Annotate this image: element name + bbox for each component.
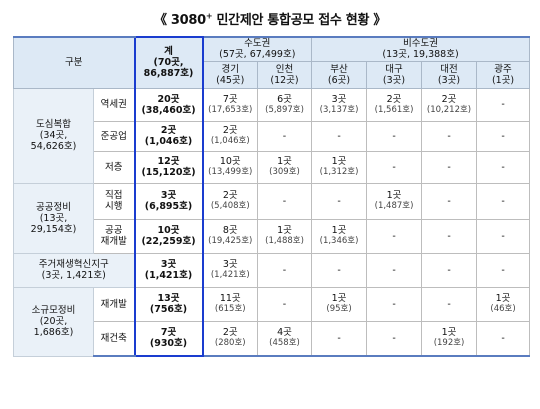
data-cell: - bbox=[476, 182, 531, 220]
region-gyeonggi: 경기 (45곳) bbox=[202, 60, 259, 89]
table-row: 소규모정비 (20곳, 1,686호) 재개발 13곳 (756호) 11곳 (615호… bbox=[13, 286, 531, 357]
table-row: 도심복합 (34곳, 54,626호) 역세권 20곳 (38,460호) 7곳 (17… bbox=[13, 87, 531, 184]
sub-label: 저층 bbox=[92, 150, 136, 184]
data-cell: - bbox=[257, 286, 313, 322]
status-table: 구분 계 (70곳, 86,887호) 수도권 (57곳, 67,499호) 비수도권… bbox=[12, 36, 531, 357]
data-cell: 2곳 (5,408호) bbox=[202, 182, 259, 220]
region-gwangju: 광주 (1곳) bbox=[476, 60, 531, 89]
data-cell: - bbox=[257, 120, 313, 152]
data-cell: - bbox=[421, 218, 478, 254]
region-daejeon: 대전 (3곳) bbox=[421, 60, 478, 89]
sub-label: 준공업 bbox=[92, 120, 136, 152]
data-cell: 1곳 (192호) bbox=[421, 320, 478, 357]
table-row: 준공업 2곳 (1,046호) 2곳 (1,046호) - - - - - bbox=[14, 120, 531, 152]
data-cell: - bbox=[366, 286, 423, 322]
total-cell: 13곳 (756호) bbox=[133, 286, 204, 322]
region-daegu: 대구 (3곳) bbox=[366, 60, 423, 89]
group-sogyu: 소규모정비 (20곳, 1,686호) bbox=[13, 286, 94, 357]
data-cell: - bbox=[421, 286, 478, 322]
data-cell: - bbox=[311, 320, 368, 357]
data-cell: 2곳 (280호) bbox=[202, 320, 259, 357]
data-cell: 11곳 (615호) bbox=[202, 286, 259, 322]
data-cell: - bbox=[421, 182, 478, 220]
table-row: 재건축 7곳 (930호) 2곳 (280호) 4곳 (458호) - - 1곳 (19… bbox=[14, 320, 531, 357]
group-jugeo: 주거재생혁신지구 (3곳, 1,421호) bbox=[12, 252, 136, 288]
sub-label: 공공 재개발 bbox=[92, 218, 136, 254]
data-cell: - bbox=[421, 252, 478, 288]
sub-label: 재개발 bbox=[92, 286, 136, 322]
sub-label: 재건축 bbox=[92, 320, 136, 357]
data-cell: - bbox=[476, 150, 531, 184]
total-cell: 2곳 (1,046호) bbox=[133, 120, 204, 152]
total-cell: 3곳 (6,895호) bbox=[133, 182, 204, 220]
data-cell: 4곳 (458호) bbox=[257, 320, 313, 357]
header-total: 계 (70곳, 86,887호) bbox=[133, 36, 204, 89]
data-cell: - bbox=[311, 252, 368, 288]
header-category: 구분 bbox=[12, 36, 136, 89]
data-cell: - bbox=[476, 320, 531, 357]
total-cell: 10곳 (22,259호) bbox=[133, 218, 204, 254]
data-cell: 3곳 (1,421호) bbox=[202, 252, 259, 288]
table-row: 주거재생혁신지구 (3곳, 1,421호) 3곳 (1,421호) 3곳 (1,421… bbox=[12, 252, 531, 288]
data-cell: 3곳 (3,137호) bbox=[311, 87, 368, 122]
data-cell: - bbox=[476, 218, 531, 254]
sub-label: 역세권 bbox=[92, 87, 136, 122]
region-busan: 부산 (6곳) bbox=[311, 60, 368, 89]
data-cell: 2곳 (1,046호) bbox=[202, 120, 259, 152]
data-cell: 8곳 (19,425호) bbox=[202, 218, 259, 254]
data-cell: 2곳 (10,212호) bbox=[421, 87, 478, 122]
table-row: 저층 12곳 (15,120호) 10곳 (13,499호) 1곳 (309호) 1곳… bbox=[14, 150, 531, 184]
data-cell: 6곳 (5,897호) bbox=[257, 87, 313, 122]
region-incheon: 인천 (12곳) bbox=[257, 60, 313, 89]
header-metro: 수도권 (57곳, 67,499호) bbox=[202, 36, 313, 62]
data-cell: 1곳 (1,312호) bbox=[311, 150, 368, 184]
data-cell: - bbox=[476, 87, 531, 122]
data-cell: - bbox=[366, 320, 423, 357]
total-cell: 12곳 (15,120호) bbox=[133, 150, 204, 184]
group-dosim: 도심복합 (34곳, 54,626호) bbox=[13, 87, 94, 184]
data-cell: - bbox=[476, 120, 531, 152]
data-cell: 1곳 (95호) bbox=[311, 286, 368, 322]
header-nonmetro: 비수도권 (13곳, 19,388호) bbox=[311, 36, 531, 62]
table-row: 공공정비 (13곳, 29,154호) 직접 시행 3곳 (6,895호) 2곳 (5,4… bbox=[13, 182, 531, 254]
data-cell: 1곳 (1,487호) bbox=[366, 182, 423, 220]
data-cell: - bbox=[366, 120, 423, 152]
total-cell: 20곳 (38,460호) bbox=[133, 87, 204, 122]
data-cell: - bbox=[311, 120, 368, 152]
data-cell: - bbox=[366, 150, 423, 184]
data-cell: 1곳 (1,346호) bbox=[311, 218, 368, 254]
data-cell: - bbox=[366, 218, 423, 254]
sub-label: 직접 시행 bbox=[92, 182, 136, 220]
total-cell: 3곳 (1,421호) bbox=[133, 252, 204, 288]
data-cell: - bbox=[257, 252, 313, 288]
data-cell: 10곳 (13,499호) bbox=[202, 150, 259, 184]
group-gong: 공공정비 (13곳, 29,154호) bbox=[13, 182, 94, 254]
data-cell: 1곳 (309호) bbox=[257, 150, 313, 184]
data-cell: 2곳 (1,561호) bbox=[366, 87, 423, 122]
data-cell: 1곳 (46호) bbox=[476, 286, 531, 322]
data-cell: - bbox=[421, 120, 478, 152]
page-title: 《 3080+ 민간제안 통합공모 접수 현황 》 bbox=[153, 11, 387, 28]
data-cell: - bbox=[311, 182, 368, 220]
total-cell: 7곳 (930호) bbox=[133, 320, 204, 357]
data-cell: - bbox=[366, 252, 423, 288]
data-cell: - bbox=[257, 182, 313, 220]
table-row: 공공 재개발 10곳 (22,259호) 8곳 (19,425호) 1곳 (1,488호… bbox=[14, 218, 531, 254]
data-cell: 7곳 (17,653호) bbox=[202, 87, 259, 122]
data-cell: 1곳 (1,488호) bbox=[257, 218, 313, 254]
data-cell: - bbox=[476, 252, 531, 288]
data-cell: - bbox=[421, 150, 478, 184]
